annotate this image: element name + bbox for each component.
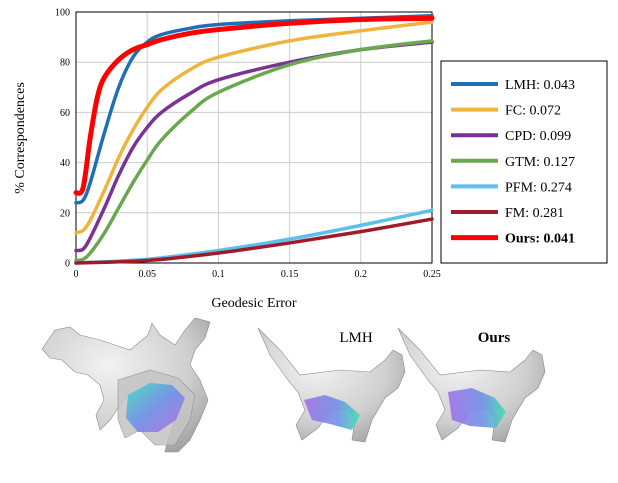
legend-label-3: GTM: 0.127 [505, 155, 575, 170]
x-tick-label: 0.05 [138, 269, 156, 280]
legend-label-6: Ours: 0.041 [505, 232, 575, 247]
shape-render-dog-cat-overlay [41, 317, 211, 453]
x-tick-label: 0.1 [212, 269, 225, 280]
y-tick-label: 100 [55, 8, 70, 19]
series-layer [73, 14, 435, 265]
y-tick-label: 40 [60, 158, 70, 169]
plot-border [75, 11, 433, 264]
legend: LMH: 0.043 FC: 0.072 CPD: 0.099 GTM: 0.127 P… [440, 60, 608, 264]
cat-ours-shape [397, 327, 546, 443]
caption-lmh: LMH [339, 330, 373, 346]
y-axis-label: % Correspondences [13, 82, 28, 194]
axes-frame [75, 11, 433, 264]
series-line-6 [73, 15, 435, 196]
series-line-4 [74, 208, 434, 265]
y-tick-label: 60 [60, 108, 70, 119]
y-tick-label: 80 [60, 58, 70, 69]
cat-ours-color-patch [448, 388, 506, 428]
legend-label-2: CPD: 0.099 [505, 129, 571, 144]
x-tick-label: 0.25 [423, 269, 441, 280]
series-line-5 [74, 217, 434, 265]
legend-label-4: PFM: 0.274 [505, 180, 572, 195]
legend-label-5: FM: 0.281 [505, 206, 564, 221]
y-tick-label: 0 [65, 259, 70, 270]
legend-label-1: FC: 0.072 [505, 104, 561, 119]
x-tick-labels: 0 0.05 0.1 0.15 0.2 0.25 [74, 269, 441, 280]
legend-label-0: LMH: 0.043 [505, 78, 575, 93]
x-tick-label: 0.2 [355, 269, 368, 280]
x-axis-label: Geodesic Error [211, 296, 296, 311]
x-tick-label: 0.15 [281, 269, 299, 280]
correspondence-color-patch [126, 383, 185, 432]
y-tick-label: 20 [60, 208, 70, 219]
series-line-2 [74, 40, 434, 253]
y-tick-labels: 0 20 40 60 80 100 [55, 8, 70, 270]
caption-ours: Ours [478, 330, 511, 346]
shape-render-cat-ours: Ours [397, 327, 546, 443]
legend-entries: LMH: 0.043 FC: 0.072 CPD: 0.099 GTM: 0.127 P… [451, 78, 575, 247]
x-tick-label: 0 [74, 269, 79, 280]
series-line-0 [74, 14, 434, 205]
line-chart: 0 0.05 0.1 0.15 0.2 0.25 0 20 40 60 80 100 % Corre… [13, 8, 441, 312]
cat-lmh-color-patch [304, 395, 360, 430]
series-line-1 [74, 20, 434, 235]
series-line-3 [74, 39, 434, 263]
cat-lmh-shape [257, 327, 406, 443]
shape-render-cat-lmh: LMH [257, 327, 406, 443]
